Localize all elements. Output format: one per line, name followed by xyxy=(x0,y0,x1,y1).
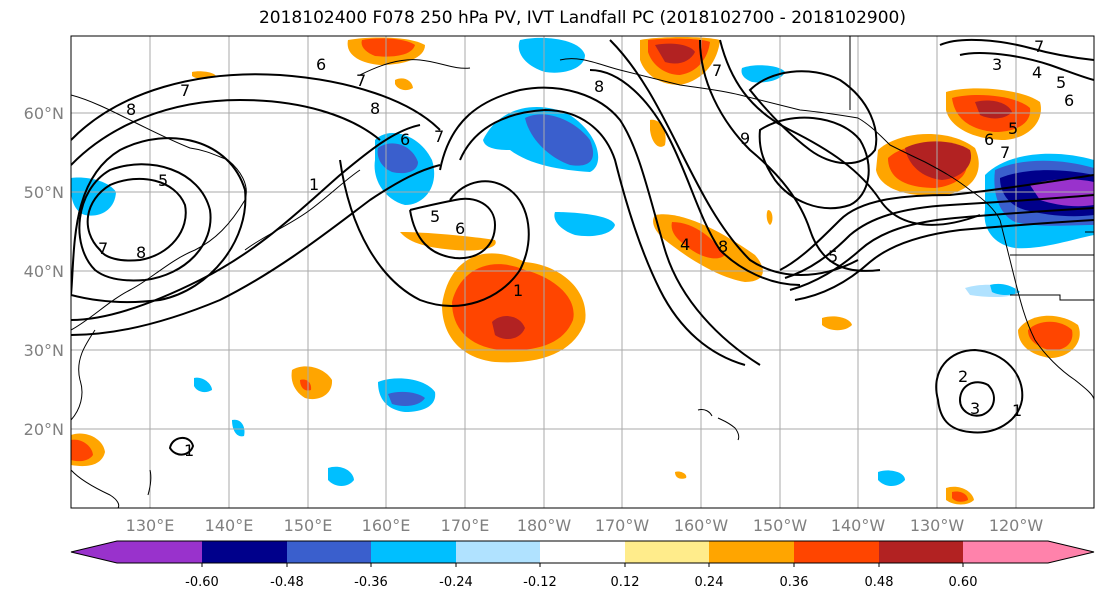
contour-label: 1 xyxy=(513,281,523,300)
colorbar-segment xyxy=(287,541,371,563)
contour-label: 3 xyxy=(970,399,980,418)
latitude-labels: 60°N 50°N 40°N 30°N 20°N xyxy=(24,104,64,439)
contour-label: 5 xyxy=(158,171,168,190)
colorbar-tick: 0.48 xyxy=(865,575,894,590)
colorbar: -0.60 -0.48 -0.36 -0.24 -0.12 0.12 0.24 … xyxy=(70,540,1095,590)
lat-label: 50°N xyxy=(24,183,64,202)
lon-label: 130°E xyxy=(126,516,175,535)
colorbar-segment xyxy=(117,541,202,563)
lon-label: 140°E xyxy=(205,516,254,535)
colorbar-segment xyxy=(963,541,1048,563)
lon-label: 160°W xyxy=(674,516,729,535)
colorbar-tick: -0.12 xyxy=(523,575,557,590)
map-title: 2018102400 F078 250 hPa PV, IVT Landfall… xyxy=(258,8,906,28)
colorbar-segment xyxy=(71,541,117,563)
contour-label: 4 xyxy=(1032,63,1042,82)
lat-label: 20°N xyxy=(24,420,64,439)
contour-label: 6 xyxy=(1064,91,1074,110)
colorbar-tick: 0.36 xyxy=(780,575,809,590)
contour-label: 6 xyxy=(984,130,994,149)
contour-label: 5 xyxy=(1056,73,1066,92)
lon-label: 170°W xyxy=(595,516,650,535)
colorbar-outline xyxy=(70,540,1095,564)
contour-label: 8 xyxy=(136,243,146,262)
colorbar-segment xyxy=(1048,541,1094,563)
contour-label: 6 xyxy=(400,130,410,149)
contour-label: 6 xyxy=(316,55,326,74)
map-frame xyxy=(70,35,1095,509)
colorbar-segment xyxy=(202,541,287,563)
contour-label: 7 xyxy=(1034,37,1044,56)
contour-label: 1 xyxy=(309,175,319,194)
contour-label: 7 xyxy=(356,71,366,90)
contour-label: 6 xyxy=(455,219,465,238)
contours xyxy=(71,38,1094,456)
pv-shading xyxy=(71,37,1094,505)
contour-label: 9 xyxy=(740,129,750,148)
contour-label: 7 xyxy=(1000,143,1010,162)
contour-label: 1 xyxy=(184,441,194,460)
colorbar-tick: -0.36 xyxy=(354,575,388,590)
colorbar-tick: -0.60 xyxy=(185,575,219,590)
colorbar-segment xyxy=(456,541,540,563)
contour-labels: 6 7 8 7 5 7 8 1 6 7 8 5 6 1 4 8 9 8 7 5 … xyxy=(98,37,1074,460)
contour-label: 8 xyxy=(126,100,136,119)
contour-label: 5 xyxy=(1008,119,1018,138)
longitude-labels: 130°E 140°E 150°E 160°E 170°E 180°W 170°… xyxy=(126,516,1044,535)
lon-label: 130°W xyxy=(910,516,965,535)
colorbar-segment xyxy=(794,541,879,563)
contour-label: 7 xyxy=(180,81,190,100)
contour-label: 7 xyxy=(712,61,722,80)
contour-label: 7 xyxy=(434,127,444,146)
contour-label: 1 xyxy=(1012,401,1022,420)
lon-label: 160°E xyxy=(362,516,411,535)
colorbar-tick: -0.24 xyxy=(439,575,473,590)
lat-label: 60°N xyxy=(24,104,64,123)
map-panel xyxy=(71,36,1094,508)
colorbar-segment xyxy=(540,541,625,563)
contour-label: 7 xyxy=(98,239,108,258)
colorbar-segment xyxy=(371,541,456,563)
colorbar-segment xyxy=(625,541,709,563)
colorbar-tick: 0.12 xyxy=(611,575,640,590)
lon-label: 150°W xyxy=(753,516,808,535)
lon-label: 150°E xyxy=(284,516,333,535)
colorbar-tick: 0.24 xyxy=(695,575,724,590)
lon-label: 180°W xyxy=(517,516,572,535)
contour-label: 3 xyxy=(992,55,1002,74)
lon-label: 170°E xyxy=(441,516,490,535)
contour-label: 8 xyxy=(370,99,380,118)
colorbar-segment xyxy=(709,541,794,563)
contour-label: 5 xyxy=(430,207,440,226)
lon-label: 140°W xyxy=(831,516,886,535)
colorbar-tick: -0.48 xyxy=(270,575,304,590)
contour-label: 2 xyxy=(958,367,968,386)
lon-label: 120°W xyxy=(989,516,1044,535)
contour-label: 8 xyxy=(718,237,728,256)
contour-label: 5 xyxy=(828,247,838,266)
colorbar-segment xyxy=(879,541,963,563)
colorbar-tick: 0.60 xyxy=(949,575,978,590)
contour-label: 8 xyxy=(594,77,604,96)
lat-label: 30°N xyxy=(24,341,64,360)
lat-label: 40°N xyxy=(24,262,64,281)
contour-label: 4 xyxy=(680,235,690,254)
